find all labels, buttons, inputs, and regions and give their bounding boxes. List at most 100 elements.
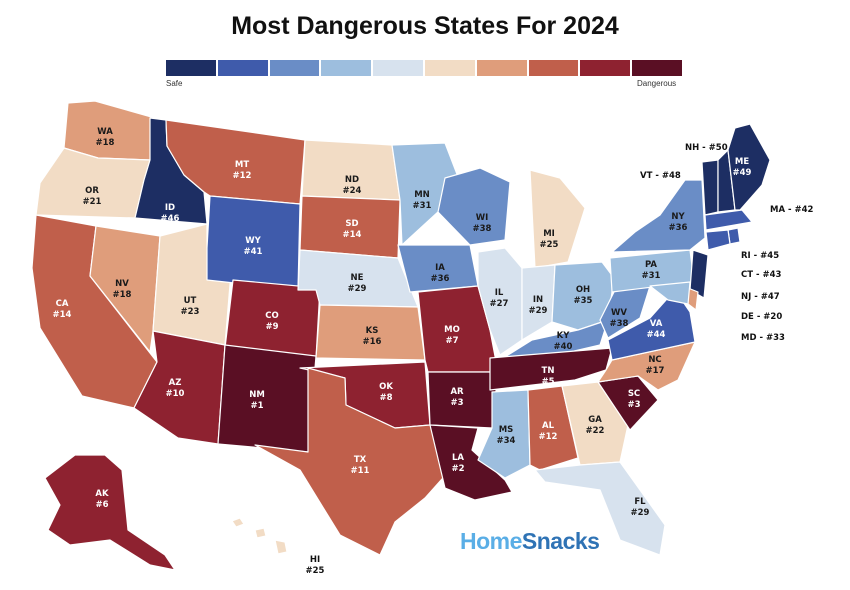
state-label-in: IN [533,295,543,305]
state-rank-ks: #16 [363,337,382,347]
state-label-ak: AK [95,489,109,499]
state-label-ar: AR [450,387,464,397]
state-label-or: OR [85,186,99,196]
state-rank-la: #2 [451,464,464,474]
state-FL [534,461,666,556]
state-rank-mn: #31 [413,201,432,211]
state-label-ms: MS [499,425,514,435]
map-title: Most Dangerous States For 2024 [231,12,619,40]
state-rank-tx: #11 [351,466,370,476]
state-label-tn: TN [542,366,555,376]
state-label-ut: UT [184,296,197,306]
state-label-oh: OH [576,285,590,295]
state-label-nv: NV [115,279,129,289]
legend-swatch [528,60,579,76]
side-label-de: DE - #20 [741,312,782,322]
legend-swatch [373,60,423,76]
state-label-mt: MT [235,160,249,170]
state-label-va: VA [650,319,663,329]
legend-swatch [269,60,320,76]
state-label-ga: GA [588,415,602,425]
state-label-id: ID [165,203,175,213]
state-MI [529,169,586,269]
state-label-mi: MI [543,229,555,239]
state-rank-ut: #23 [181,307,200,317]
state-label-ok: OK [379,382,393,392]
state-TN [489,347,613,391]
state-label-al: AL [542,421,555,431]
state-VT [701,159,719,216]
state-label-wv: WV [611,308,627,318]
state-WV [599,285,651,339]
state-MA [704,209,753,231]
state-rank-ia: #36 [431,274,450,284]
legend-swatch [321,60,372,76]
side-label-ri: RI - #45 [741,251,779,261]
state-NV [89,225,161,353]
state-rank-ms: #34 [497,436,516,446]
state-label-sc: SC [628,389,640,399]
state-rank-sc: #3 [627,400,640,410]
state-label-fl: FL [634,497,646,507]
state-label-wy: WY [245,236,261,246]
state-rank-nv: #18 [113,290,132,300]
legend-swatch [476,60,527,76]
state-HI [231,517,288,555]
state-rank-pa: #31 [642,271,661,281]
side-label-ma: MA - #42 [770,205,814,215]
state-rank-id: #46 [161,214,180,224]
state-rank-nc: #17 [646,366,665,376]
state-label-wa: WA [97,127,113,137]
state-rank-sd: #14 [343,230,362,240]
state-rank-nm: #1 [250,401,263,411]
state-AL [527,385,579,471]
side-label-md: MD - #33 [741,333,785,343]
legend-dangerous-label: Dangerous [637,79,677,88]
state-rank-in: #29 [529,306,548,316]
state-rank-mt: #12 [233,171,252,181]
state-NJ [689,249,709,299]
legend-swatch [217,60,268,76]
state-label-ny: NY [671,212,685,222]
state-NY [611,179,706,253]
legend-swatch [166,60,216,76]
state-rank-ar: #3 [450,398,463,408]
legend-swatch [580,60,631,76]
side-label-vt: VT - #48 [640,171,681,181]
state-rank-il: #27 [490,299,509,309]
state-rank-wi: #38 [473,224,492,234]
state-MD [649,281,691,305]
state-rank-oh: #35 [574,296,593,306]
state-rank-wy: #41 [244,247,263,257]
state-CT [705,229,731,251]
state-VA [607,289,696,361]
state-label-az: AZ [169,378,182,388]
state-label-tx: TX [354,455,367,465]
state-rank-az: #10 [166,389,185,399]
state-rank-va: #44 [647,330,666,340]
state-rank-ny: #36 [669,223,688,233]
legend-safe-label: Safe [166,79,183,88]
state-rank-ga: #22 [586,426,605,436]
state-label-mn: MN [414,190,430,200]
state-rank-me: #49 [733,168,752,178]
color-legend [166,60,682,76]
state-label-hi: HI [310,555,320,565]
state-rank-ky: #40 [554,342,573,352]
state-rank-nd: #24 [343,186,362,196]
state-rank-mi: #25 [540,240,559,250]
state-rank-tn: #5 [541,377,554,387]
state-label-wi: WI [476,213,489,223]
logo-part1: Home [460,528,522,554]
state-WI [437,167,511,246]
state-NC [597,341,696,391]
side-label-ct: CT - #43 [741,270,782,280]
state-rank-ak: #6 [95,500,108,510]
state-label-ky: KY [557,331,571,341]
state-rank-ca: #14 [53,310,72,320]
state-rank-wv: #38 [610,319,629,329]
state-rank-ok: #8 [379,393,392,403]
state-LA [429,424,513,501]
state-label-me: ME [735,157,749,167]
